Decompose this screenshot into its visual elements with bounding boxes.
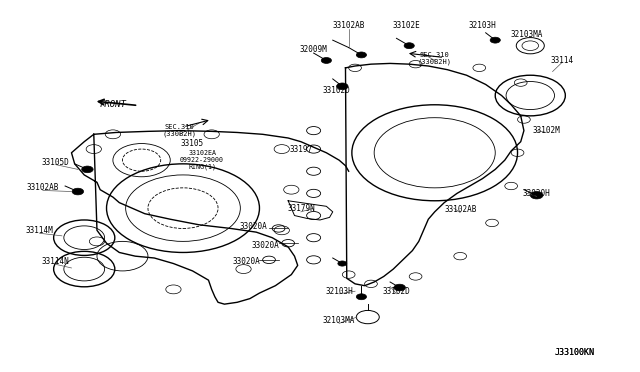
Text: 32103H: 32103H <box>325 287 353 296</box>
Circle shape <box>531 192 543 199</box>
Circle shape <box>337 83 348 90</box>
Circle shape <box>321 58 332 63</box>
Text: 33020A: 33020A <box>233 257 260 266</box>
Text: 33114N: 33114N <box>42 257 69 266</box>
Text: 33102AB: 33102AB <box>444 205 476 215</box>
Circle shape <box>72 188 84 195</box>
Text: 32103MA: 32103MA <box>323 316 355 325</box>
Circle shape <box>490 37 500 43</box>
Text: 33020A: 33020A <box>239 222 267 231</box>
Circle shape <box>404 43 414 49</box>
Text: 33102D: 33102D <box>383 287 410 296</box>
Text: 33102E: 33102E <box>392 21 420 30</box>
Circle shape <box>356 294 367 300</box>
Circle shape <box>338 261 347 266</box>
Text: 33114: 33114 <box>550 56 573 65</box>
Circle shape <box>82 166 93 173</box>
Text: J33100KN: J33100KN <box>555 349 595 357</box>
Text: 33105D: 33105D <box>42 157 69 167</box>
Text: 33020H: 33020H <box>523 189 550 198</box>
Circle shape <box>356 52 367 58</box>
Text: 33102D: 33102D <box>322 86 350 94</box>
Text: SEC.310
(330B2H): SEC.310 (330B2H) <box>418 52 452 65</box>
Text: 33105: 33105 <box>181 139 204 148</box>
Circle shape <box>394 284 405 291</box>
Text: 33102EA
09922-29000
RING(1): 33102EA 09922-29000 RING(1) <box>180 150 224 170</box>
Text: FRONT: FRONT <box>99 100 126 109</box>
Text: 32103MA: 32103MA <box>511 30 543 39</box>
Text: 32103H: 32103H <box>468 21 497 30</box>
Text: 33102AB: 33102AB <box>333 21 365 30</box>
Text: 33020A: 33020A <box>252 241 280 250</box>
Text: 33197: 33197 <box>289 145 312 154</box>
Text: 33102AB: 33102AB <box>27 183 59 192</box>
Text: J33100KN: J33100KN <box>555 348 595 357</box>
Text: SEC.310
(330B2H): SEC.310 (330B2H) <box>163 124 197 137</box>
Text: 33179N: 33179N <box>287 203 315 213</box>
Text: 32009M: 32009M <box>300 45 328 54</box>
Text: 33102M: 33102M <box>532 126 560 135</box>
Text: 33114M: 33114M <box>26 226 54 235</box>
